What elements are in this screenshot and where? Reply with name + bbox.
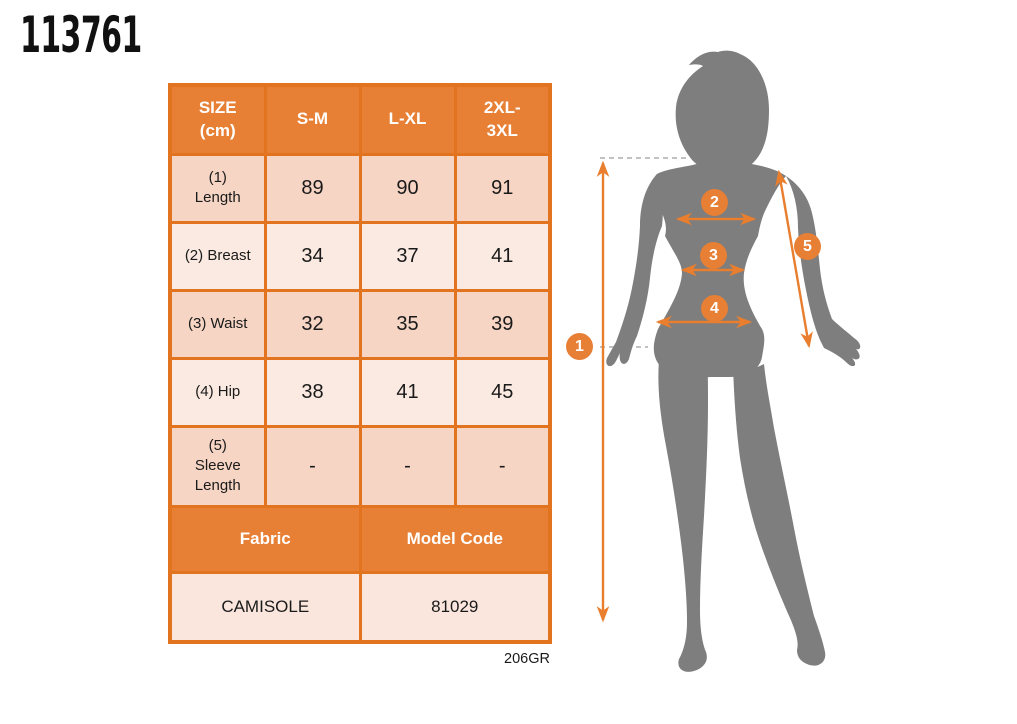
fabric-value: CAMISOLE <box>168 570 362 644</box>
model-code-header: Model Code <box>358 504 552 574</box>
silhouette-right-leg <box>733 364 826 666</box>
measurement-diagram <box>555 28 1017 720</box>
breast-sm-value: 34 <box>263 220 362 292</box>
waist-2xl3xl-value: 39 <box>453 288 552 360</box>
size-chart-table: SIZE (cm) S-M L-XL 2XL- 3XL (1) Length 8… <box>168 83 552 644</box>
waist-sm-value: 32 <box>263 288 362 360</box>
marker-3-waist: 3 <box>700 242 727 269</box>
marker-1-length: 1 <box>566 333 593 360</box>
row-label-hip: (4) Hip <box>168 356 267 428</box>
marker-2-breast: 2 <box>701 189 728 216</box>
length-2xl3xl-value: 91 <box>453 152 552 224</box>
female-silhouette <box>606 50 861 672</box>
silhouette-left-leg <box>658 350 708 672</box>
header-size-cm: SIZE (cm) <box>168 83 267 156</box>
sleeve-2xl3xl-value: - <box>453 424 552 508</box>
length-sm-value: 89 <box>263 152 362 224</box>
fabric-header: Fabric <box>168 504 362 574</box>
header-size-sm: S-M <box>263 83 362 156</box>
row-label-sleeve-length: (5) Sleeve Length <box>168 424 267 508</box>
row-label-breast: (2) Breast <box>168 220 267 292</box>
hip-2xl3xl-value: 45 <box>453 356 552 428</box>
size-table-header-row: SIZE (cm) S-M L-XL 2XL- 3XL <box>168 83 552 156</box>
sleeve-lxl-value: - <box>358 424 457 508</box>
sleeve-sm-value: - <box>263 424 362 508</box>
product-code: 113761 <box>20 6 142 64</box>
silhouette-left-arm <box>606 174 663 367</box>
marker-4-hip: 4 <box>701 295 728 322</box>
table-row-length: (1) Length 89 90 91 <box>168 152 552 224</box>
table-row-waist: (3) Waist 32 35 39 <box>168 288 552 360</box>
silhouette-head <box>675 50 769 172</box>
hip-sm-value: 38 <box>263 356 362 428</box>
weight-footnote: 206GR <box>504 651 550 667</box>
waist-lxl-value: 35 <box>358 288 457 360</box>
header-size-2xl3xl: 2XL- 3XL <box>453 83 552 156</box>
info-header-row: Fabric Model Code <box>168 504 552 574</box>
header-size-lxl: L-XL <box>358 83 457 156</box>
model-code-value: 81029 <box>358 570 552 644</box>
table-row-sleeve-length: (5) Sleeve Length - - - <box>168 424 552 508</box>
body-silhouette-diagram <box>596 50 861 672</box>
length-lxl-value: 90 <box>358 152 457 224</box>
sleeve-arrow <box>775 169 813 349</box>
row-label-waist: (3) Waist <box>168 288 267 360</box>
table-row-hip: (4) Hip 38 41 45 <box>168 356 552 428</box>
info-value-row: CAMISOLE 81029 <box>168 570 552 644</box>
table-row-breast: (2) Breast 34 37 41 <box>168 220 552 292</box>
breast-2xl3xl-value: 41 <box>453 220 552 292</box>
measurement-arrows <box>596 160 813 623</box>
dashed-reference-lines <box>600 157 686 348</box>
breast-lxl-value: 37 <box>358 220 457 292</box>
marker-5-sleeve: 5 <box>794 233 821 260</box>
row-label-length: (1) Length <box>168 152 267 224</box>
hip-lxl-value: 41 <box>358 356 457 428</box>
